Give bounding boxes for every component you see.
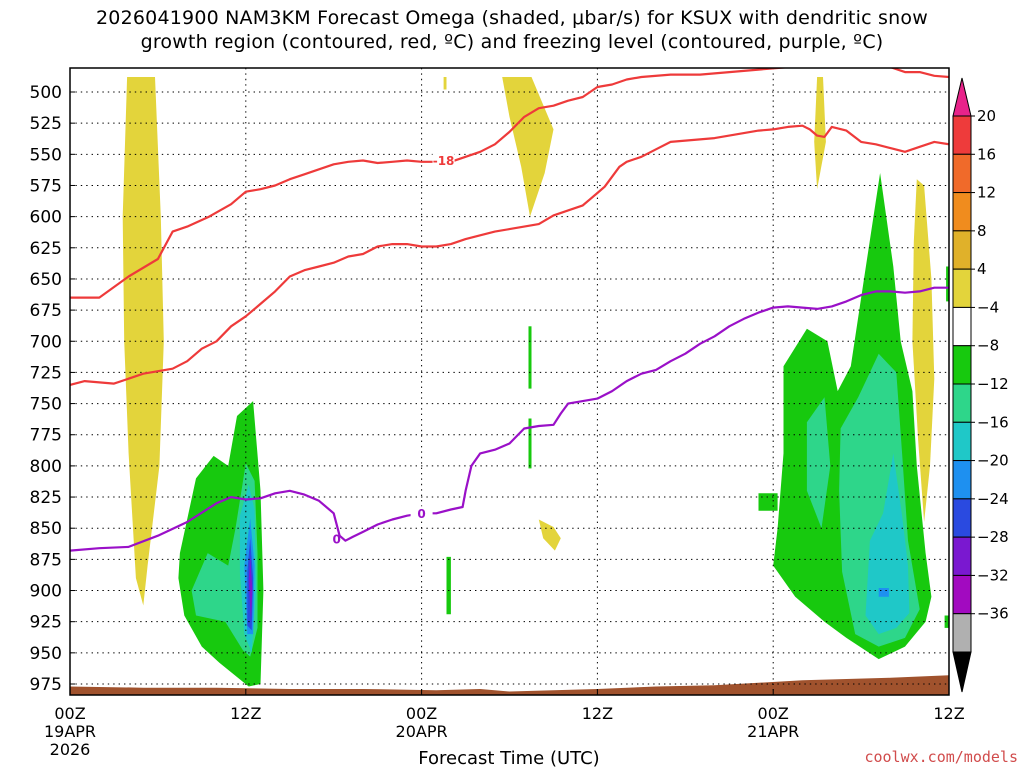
y-tick-label-575: 575 — [30, 176, 62, 196]
colorbar-box-4 — [952, 268, 972, 308]
contour-label-bg-dgz_minus18 — [432, 153, 455, 168]
y-tick-label-625: 625 — [30, 239, 62, 259]
omega-region-22 — [248, 555, 253, 622]
colorbar-label-7: −12 — [977, 375, 1009, 393]
x-tick-date-48: 21APR — [747, 722, 799, 741]
contour-label-small-zero: 0 — [332, 532, 340, 546]
colorbar-box-6 — [952, 345, 972, 385]
omega-region-20 — [878, 588, 889, 597]
colorbar-label-5: −4 — [977, 298, 999, 316]
colorbar-box-7 — [952, 383, 972, 423]
colorbar-box-11 — [952, 536, 972, 576]
grid-layer — [70, 68, 949, 695]
omega-region-14 — [191, 463, 258, 657]
y-tick-label-925: 925 — [30, 613, 62, 633]
credit-text: coolwx.com/models — [864, 748, 1018, 766]
colorbar-label-0: 20 — [977, 107, 996, 125]
x-tick-label-12: 12Z — [230, 704, 261, 723]
y-tick-label-750: 750 — [30, 395, 62, 415]
omega-region-0 — [122, 77, 164, 606]
colorbar-label-13: −36 — [977, 605, 1009, 623]
ground-terrain — [70, 675, 949, 695]
colorbar-label-12: −32 — [977, 566, 1009, 584]
y-tick-label-775: 775 — [30, 426, 62, 446]
y-tick-label-950: 950 — [30, 644, 62, 664]
x-tick-label-24: 00Z — [406, 704, 437, 723]
y-tick-label-500: 500 — [30, 83, 62, 103]
omega-region-3 — [814, 77, 826, 190]
y-tick-label-650: 650 — [30, 270, 62, 290]
contour-label-freezing_level_0C: 0 — [417, 507, 425, 521]
omega-region-2 — [443, 77, 447, 90]
y-tick-label-875: 875 — [30, 550, 62, 570]
y-tick-label-975: 975 — [30, 675, 62, 695]
colorbar-label-11: −28 — [977, 528, 1009, 546]
contour-dgz_minus12 — [70, 124, 949, 386]
x-tick-label-48: 00Z — [758, 704, 789, 723]
x-tick-date-24: 20APR — [396, 722, 448, 741]
colorbar: 20 16 12 8 4 −4 −8 −12 −16 −20 −24 −28 −32 −36 — [952, 77, 1009, 693]
y-tick-label-550: 550 — [30, 145, 62, 165]
x-tick-label-60: 12Z — [933, 704, 964, 723]
omega-region-10 — [758, 493, 778, 511]
x-tick-label-0: 00Z — [54, 704, 85, 723]
y-tick-label-600: 600 — [30, 208, 62, 228]
y-tick-label-800: 800 — [30, 457, 62, 477]
colorbar-box-12 — [952, 574, 972, 615]
x-tick-label-36: 12Z — [582, 704, 613, 723]
ground-layer — [70, 675, 949, 695]
colorbar-label-6: −8 — [977, 337, 999, 355]
y-tick-label-525: 525 — [30, 114, 62, 134]
contour-dgz_minus18 — [70, 68, 949, 299]
plot-frame — [69, 67, 950, 696]
x-axis-title: Forecast Time (UTC) — [418, 748, 599, 768]
omega-region-13 — [944, 615, 949, 628]
colorbar-box-3 — [952, 230, 972, 270]
colorbar-label-10: −24 — [977, 490, 1009, 508]
chart-title-line2: growth region (contoured, red, ºC) and f… — [140, 31, 884, 53]
omega-region-7 — [446, 556, 451, 615]
colorbar-box-0 — [952, 115, 972, 155]
colorbar-bottom-arrow — [952, 651, 972, 693]
y-tick-label-900: 900 — [30, 582, 62, 602]
omega-region-15 — [806, 397, 831, 529]
y-tick-label-675: 675 — [30, 301, 62, 321]
colorbar-box-9 — [952, 460, 972, 500]
x-tick-date-0: 19APR — [44, 722, 96, 741]
omega-region-8 — [528, 326, 532, 389]
omega-region-9 — [528, 418, 532, 469]
colorbar-label-2: 12 — [977, 184, 996, 202]
y-tick-label-825: 825 — [30, 488, 62, 508]
colorbar-box-5 — [952, 306, 972, 347]
colorbar-top-arrow — [952, 77, 972, 117]
omega-region-18 — [865, 453, 910, 635]
contour-label-bg-freezing_level_0C — [410, 506, 433, 521]
colorbar-box-10 — [952, 498, 972, 538]
omega-region-5 — [538, 519, 561, 551]
colorbar-label-9: −20 — [977, 452, 1009, 470]
colorbar-box-13 — [952, 613, 972, 653]
y-tick-label-700: 700 — [30, 332, 62, 352]
colorbar-box-8 — [952, 421, 972, 462]
omega-region-4 — [912, 179, 935, 522]
y-tick-label-725: 725 — [30, 363, 62, 383]
omega-region-1 — [502, 77, 554, 217]
y-tick-label-850: 850 — [30, 519, 62, 539]
omega-shading-layer — [122, 77, 949, 687]
colorbar-label-3: 8 — [977, 222, 987, 240]
colorbar-label-8: −16 — [977, 413, 1009, 431]
contour-label-dgz_minus18: -18 — [433, 154, 455, 168]
colorbar-label-4: 4 — [977, 260, 987, 278]
colorbar-label-1: 16 — [977, 145, 996, 163]
x-tick-year-0: 2026 — [50, 740, 91, 759]
contour-freezing_level_0C — [70, 286, 949, 552]
y-axis: 500 525 550 575 600 625 650 675 700 725 750 775 800 8… — [30, 83, 75, 695]
colorbar-box-2 — [952, 192, 972, 232]
chart-title-line1: 2026041900 NAM3KM Forecast Omega (shaded… — [96, 7, 928, 29]
colorbar-box-1 — [952, 153, 972, 194]
contour-layer — [70, 68, 949, 552]
